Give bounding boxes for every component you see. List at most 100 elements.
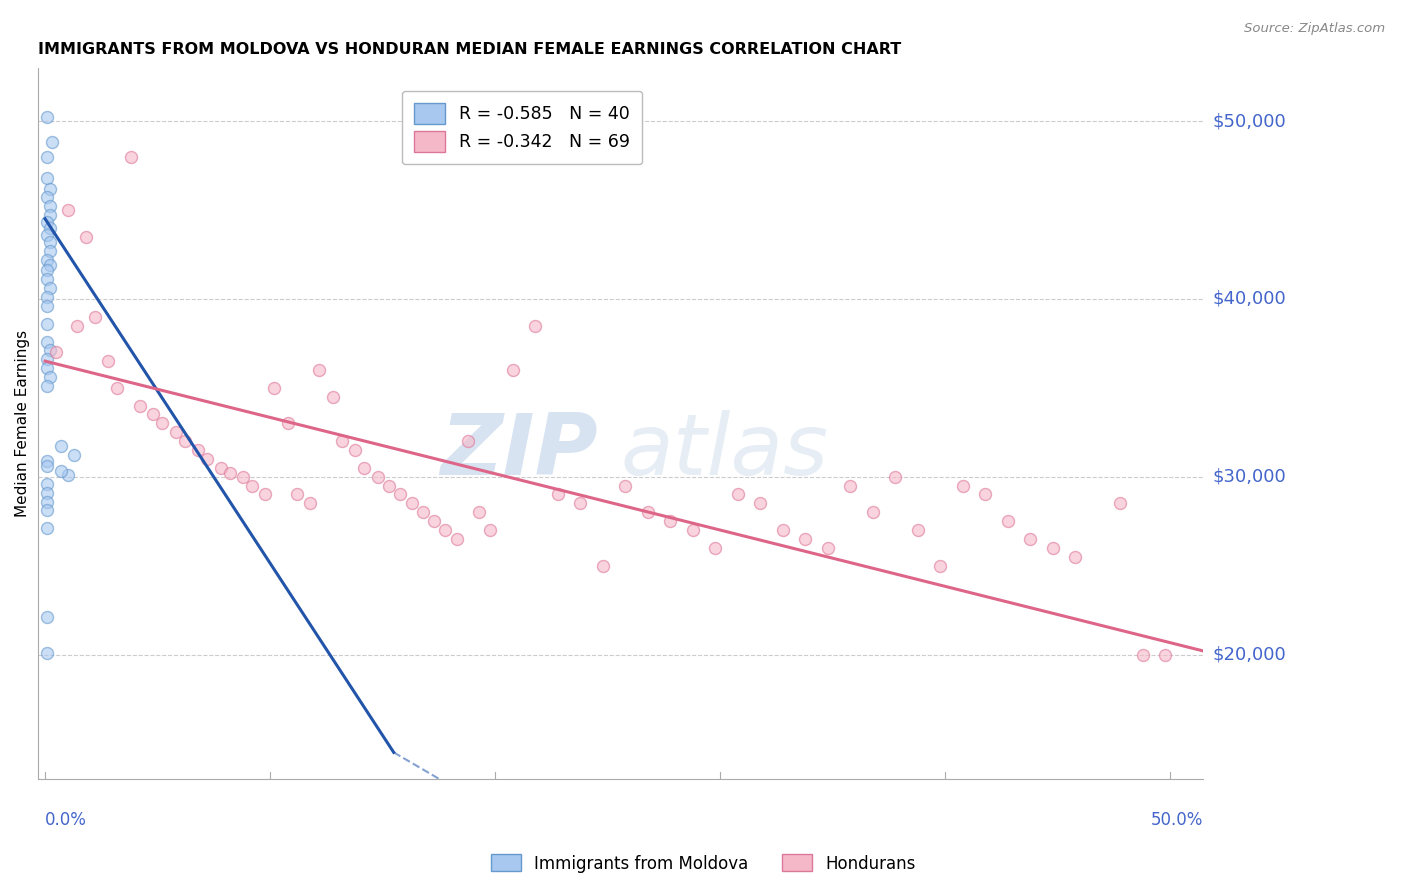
Point [83, 310, 105, 324]
Point [547, 487, 569, 501]
Point [37, 299, 59, 313]
Point [839, 478, 862, 492]
Point [37, 150, 59, 164]
Point [37, 646, 59, 660]
Point [97, 354, 120, 368]
Point [389, 487, 412, 501]
Point [37, 361, 59, 376]
Point [446, 532, 468, 546]
Point [468, 505, 491, 519]
Point [997, 514, 1019, 528]
Point [232, 469, 254, 483]
Point [173, 434, 195, 449]
Legend: R = -0.585   N = 40, R = -0.342   N = 69: R = -0.585 N = 40, R = -0.342 N = 69 [402, 91, 643, 164]
Point [502, 363, 524, 377]
Point [704, 541, 727, 555]
Point [37, 610, 59, 624]
Point [254, 487, 277, 501]
Point [37, 227, 59, 242]
Point [38, 181, 60, 195]
Point [37, 521, 59, 535]
Point [38, 258, 60, 272]
Point [37, 263, 59, 277]
Point [794, 532, 817, 546]
Point [37, 111, 59, 125]
Point [45, 345, 67, 359]
Point [1154, 648, 1177, 662]
Legend: Immigrants from Moldova, Hondurans: Immigrants from Moldova, Hondurans [484, 847, 922, 880]
Point [524, 318, 547, 333]
Point [38, 208, 60, 222]
Point [423, 514, 446, 528]
Point [344, 443, 367, 458]
Point [817, 541, 839, 555]
Text: 0.0%: 0.0% [45, 811, 87, 829]
Point [401, 496, 423, 510]
Y-axis label: Median Female Earnings: Median Female Earnings [15, 330, 30, 516]
Point [412, 505, 434, 519]
Point [772, 523, 794, 537]
Point [128, 399, 150, 413]
Text: $30,000: $30,000 [1212, 467, 1286, 486]
Point [37, 503, 59, 517]
Point [37, 252, 59, 267]
Point [38, 281, 60, 295]
Point [49, 464, 72, 478]
Point [457, 434, 479, 449]
Point [37, 334, 59, 349]
Point [105, 381, 128, 395]
Point [322, 390, 344, 404]
Point [37, 272, 59, 286]
Point [614, 478, 637, 492]
Text: ZIP: ZIP [440, 410, 598, 493]
Point [37, 494, 59, 508]
Point [353, 460, 375, 475]
Point [929, 558, 952, 573]
Point [682, 523, 704, 537]
Point [569, 496, 592, 510]
Point [150, 417, 173, 431]
Point [434, 523, 457, 537]
Text: IMMIGRANTS FROM MOLDOVA VS HONDURAN MEDIAN FEMALE EARNINGS CORRELATION CHART: IMMIGRANTS FROM MOLDOVA VS HONDURAN MEDI… [38, 42, 901, 57]
Point [38, 220, 60, 235]
Point [37, 458, 59, 473]
Text: Source: ZipAtlas.com: Source: ZipAtlas.com [1244, 22, 1385, 36]
Point [65, 318, 87, 333]
Point [378, 478, 401, 492]
Point [330, 434, 353, 449]
Point [907, 523, 929, 537]
Text: $20,000: $20,000 [1212, 646, 1286, 664]
Text: 50.0%: 50.0% [1152, 811, 1204, 829]
Point [479, 523, 502, 537]
Point [1132, 648, 1154, 662]
Point [299, 496, 322, 510]
Point [218, 466, 240, 480]
Point [637, 505, 659, 519]
Point [37, 317, 59, 331]
Point [187, 443, 209, 458]
Point [37, 215, 59, 229]
Point [37, 453, 59, 467]
Point [195, 451, 218, 466]
Point [38, 244, 60, 258]
Point [862, 505, 884, 519]
Point [142, 408, 165, 422]
Point [37, 476, 59, 491]
Point [37, 190, 59, 204]
Point [1064, 549, 1087, 564]
Text: $50,000: $50,000 [1212, 112, 1286, 130]
Point [38, 370, 60, 384]
Point [749, 496, 772, 510]
Point [37, 379, 59, 393]
Point [165, 425, 187, 440]
Point [1019, 532, 1042, 546]
Point [120, 150, 142, 164]
Point [38, 343, 60, 358]
Point [37, 170, 59, 185]
Point [209, 460, 232, 475]
Text: $40,000: $40,000 [1212, 290, 1286, 308]
Point [952, 478, 974, 492]
Point [659, 514, 682, 528]
Point [308, 363, 330, 377]
Point [285, 487, 308, 501]
